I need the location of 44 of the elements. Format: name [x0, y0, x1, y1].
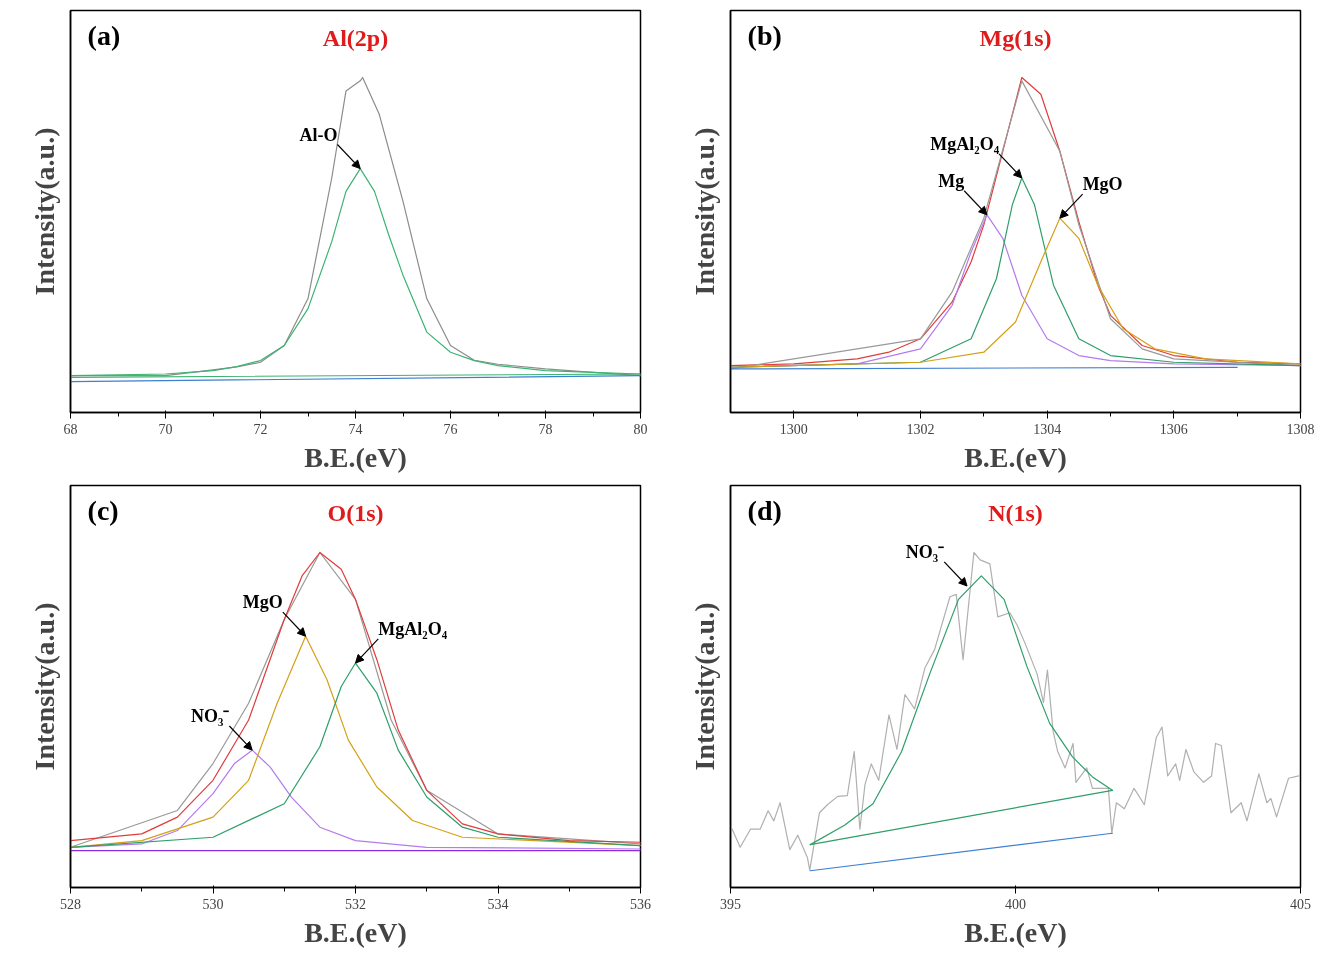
x-axis-title: B.E.(eV)	[964, 441, 1067, 473]
text: (a)	[87, 19, 121, 51]
x-tick-label: 1308	[1286, 421, 1315, 437]
x-tick-label: 536	[630, 896, 651, 912]
x-tick-label: 80	[633, 421, 648, 437]
annotation: Mg	[938, 170, 965, 191]
annotation: MgO	[1082, 174, 1123, 195]
x-axis-title: B.E.(eV)	[304, 441, 407, 473]
y-axis-title: Intensity(a.u.)	[28, 127, 60, 296]
x-tick-label: 74	[348, 421, 363, 437]
x-tick-label: 1300	[779, 421, 808, 437]
x-tick-label: 68	[63, 421, 78, 437]
x-tick-label: 528	[60, 896, 81, 912]
x-tick-label: 530	[202, 896, 224, 912]
x-tick-label: 1306	[1159, 421, 1188, 437]
chart-title: Al(2p)	[322, 24, 389, 51]
annotation: MgAl₂O₄	[378, 618, 448, 639]
chart-title: N(1s)	[988, 499, 1043, 526]
annotation: Al-O	[299, 124, 338, 145]
text: (c)	[87, 494, 119, 526]
annotation: MgAl₂O₄	[930, 133, 1000, 154]
text: (d)	[747, 494, 782, 526]
chart-title: O(1s)	[327, 499, 384, 526]
x-tick-label: 72	[253, 421, 268, 437]
x-tick-label: 78	[538, 421, 553, 437]
y-axis-title: Intensity(a.u.)	[28, 602, 60, 771]
x-tick-label: 70	[158, 421, 173, 437]
text: (b)	[747, 19, 782, 51]
x-tick-label: 395	[720, 896, 741, 912]
x-tick-label: 400	[1005, 896, 1026, 912]
x-axis-title: B.E.(eV)	[964, 916, 1067, 948]
x-tick-label: 405	[1290, 896, 1311, 912]
x-tick-label: 1302	[906, 421, 935, 437]
annotation: NO₃⁻	[905, 541, 945, 562]
y-axis-title: Intensity(a.u.)	[688, 127, 720, 296]
annotation: MgO	[242, 592, 283, 613]
x-tick-label: 1304	[1033, 421, 1062, 437]
chart-title: Mg(1s)	[979, 24, 1052, 51]
x-axis-title: B.E.(eV)	[304, 916, 407, 948]
x-tick-label: 76	[443, 421, 458, 437]
x-tick-label: 534	[487, 896, 509, 912]
x-tick-label: 532	[345, 896, 366, 912]
annotation: NO₃⁻	[190, 706, 230, 727]
y-axis-title: Intensity(a.u.)	[688, 602, 720, 771]
